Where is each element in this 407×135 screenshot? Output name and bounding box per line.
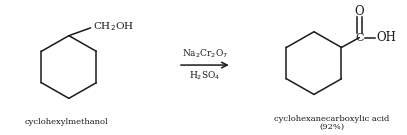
Text: cyclohexylmethanol: cyclohexylmethanol <box>25 118 109 126</box>
Text: OH: OH <box>376 31 396 44</box>
Text: (92%): (92%) <box>319 123 344 131</box>
Text: O: O <box>354 5 364 18</box>
Text: Na$_2$Cr$_2$O$_7$: Na$_2$Cr$_2$O$_7$ <box>182 48 228 60</box>
Text: C: C <box>355 33 363 43</box>
Text: cyclohexanecarboxylic acid: cyclohexanecarboxylic acid <box>274 115 389 123</box>
Text: H$_2$SO$_4$: H$_2$SO$_4$ <box>189 70 221 82</box>
Text: CH$_2$OH: CH$_2$OH <box>93 21 133 33</box>
